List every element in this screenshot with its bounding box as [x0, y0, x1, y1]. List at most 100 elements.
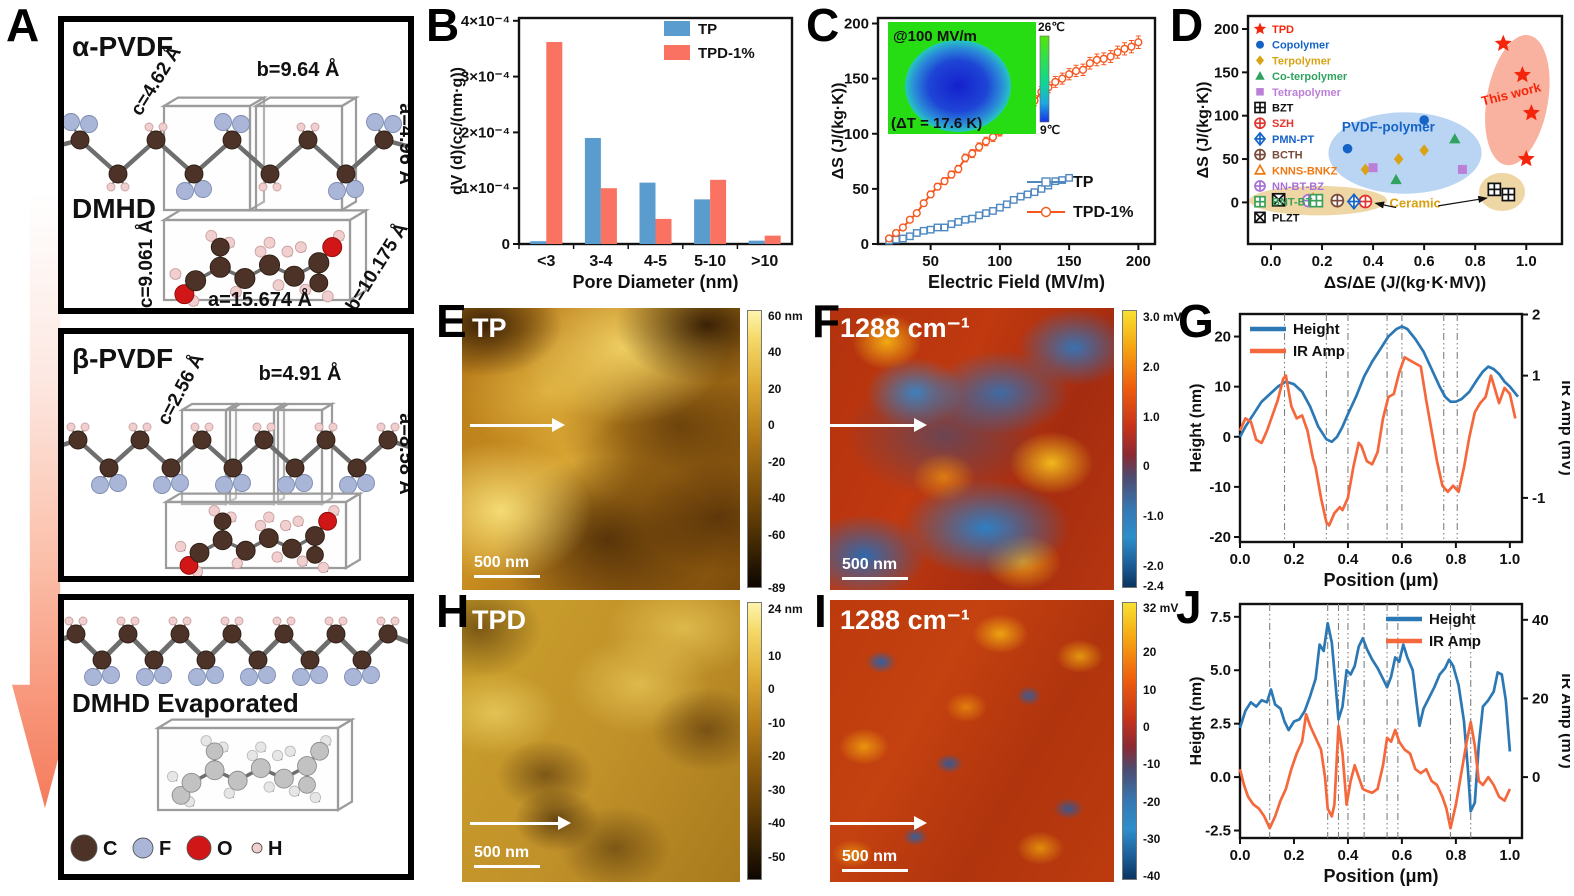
svg-text:1: 1 — [1532, 368, 1540, 385]
svg-text:0: 0 — [502, 236, 510, 253]
svg-text:ΔS (J/(kg·K)): ΔS (J/(kg·K)) — [830, 83, 847, 180]
colorbar-tick-label: 20 — [768, 381, 782, 396]
svg-text:0.4: 0.4 — [1338, 847, 1360, 864]
panel-letter-j: J — [1176, 581, 1202, 633]
svg-text:1.0: 1.0 — [1499, 847, 1520, 864]
colorbar-tick-label: 3.0 mV — [1143, 310, 1182, 325]
svg-text:3-4: 3-4 — [589, 253, 612, 270]
scatter-group-terpolymer — [1360, 144, 1429, 176]
tpd-line-profile-chart: 0.0 0.2 0.4 0.6 0.8 1.0 7.5 5.0 2.5 0.0 -2.5 40 20 0 P… — [1188, 602, 1570, 886]
svg-text:0.0: 0.0 — [1230, 551, 1251, 568]
scalebar-text: 500 nm — [474, 843, 530, 861]
svg-text:100: 100 — [844, 126, 869, 143]
svg-text:1.0: 1.0 — [1516, 253, 1537, 270]
svg-text:Terpolymer: Terpolymer — [1272, 55, 1332, 67]
panel-letter-b: B — [426, 0, 460, 51]
svg-text:F: F — [159, 838, 171, 860]
svg-text:TP: TP — [1073, 174, 1094, 191]
colorbar-tick-label: 20 — [1143, 645, 1157, 660]
scalebar-text: 500 nm — [842, 847, 898, 865]
scatter-group-bzt — [1487, 182, 1516, 202]
svg-text:a=4.96 Å: a=4.96 Å — [395, 103, 408, 185]
svg-text:IR Amp: IR Amp — [1293, 343, 1345, 360]
svg-text:0.8: 0.8 — [1465, 253, 1486, 270]
svg-text:0.0: 0.0 — [1210, 769, 1231, 786]
scan-title-wavenumber: 1288 cm⁻¹ — [840, 605, 970, 635]
svg-text:IR Amp (mV): IR Amp (mV) — [1558, 673, 1570, 768]
colorbar-gradient — [1122, 310, 1137, 588]
bar-TPD-1%-<3 — [546, 41, 563, 245]
scatter-group-pmn-pt — [1346, 192, 1362, 211]
colorbar-tick-label: -40 — [768, 816, 786, 831]
svg-text:0.4: 0.4 — [1338, 551, 1360, 568]
svg-text:200: 200 — [844, 16, 869, 33]
svg-text:>10: >10 — [751, 253, 778, 270]
svg-text:BZT: BZT — [1272, 103, 1294, 115]
bar-TPD-1%-3-4 — [600, 188, 617, 244]
bar-TPD-1%-4-5 — [655, 218, 672, 244]
scalebar-line — [842, 576, 908, 580]
svg-text:b=4.91 Å: b=4.91 Å — [259, 361, 342, 385]
scalebar-text: 500 nm — [474, 553, 530, 571]
colorbar-gradient — [747, 602, 762, 880]
afm-image-tpd: TPD 500 nm — [462, 600, 740, 882]
colorbar-tick-label: -10 — [1143, 757, 1161, 772]
dmhd-evaporated-structure: DMHD Evaporated C F O H — [52, 616, 412, 862]
bar-series — [530, 41, 781, 245]
scatter-group-tpd — [1494, 34, 1540, 167]
colorbar-tick-label: -30 — [1143, 831, 1161, 846]
svg-text:0: 0 — [861, 236, 869, 253]
svg-text:1.0: 1.0 — [1499, 551, 1520, 568]
colorbar-tick-label: -60 — [768, 527, 786, 542]
svg-text:5-10: 5-10 — [694, 253, 726, 270]
svg-text:DMHD Evaporated: DMHD Evaporated — [72, 688, 299, 718]
svg-text:0.0: 0.0 — [1261, 253, 1282, 270]
colorbar-tick-label: -2.0 — [1143, 558, 1164, 573]
svg-text:0: 0 — [1223, 429, 1231, 446]
colorbar-gradient — [1122, 602, 1137, 880]
svg-text:TPD: TPD — [1272, 24, 1294, 36]
colorbar-tick-label: -20 — [768, 454, 786, 469]
panel-letter-h: H — [436, 585, 470, 637]
materials-comparison-scatter: 0.0 0.2 0.4 0.6 0.8 1.0 0 50 100 150 200 ΔS/ΔE (J/(… — [1195, 14, 1564, 292]
svg-text:50: 50 — [852, 181, 869, 198]
svg-text:H: H — [268, 838, 282, 860]
scalebar-line — [474, 864, 540, 868]
svg-text:a=8.58 Å: a=8.58 Å — [395, 413, 408, 495]
scan-title-wavenumber: 1288 cm⁻¹ — [840, 313, 970, 343]
colorbar-tick-label: -1.0 — [1143, 509, 1164, 524]
svg-text:@100 MV/m: @100 MV/m — [893, 28, 977, 45]
svg-text:O: O — [217, 838, 233, 860]
svg-text:0: 0 — [1231, 194, 1239, 211]
legend: TP TPD-1% — [1027, 174, 1133, 221]
panel-letter-e: E — [436, 295, 467, 347]
colorbar-height-tp: 60 nm 40 20 0 -20 -40 -60 -89 — [747, 309, 809, 595]
colorbar-tick-label: -89 — [768, 581, 786, 595]
svg-text:TP: TP — [698, 21, 717, 38]
svg-text:2.5: 2.5 — [1210, 716, 1231, 733]
colorbar-tick-label: 0 — [768, 682, 775, 697]
scatter-group-tetrapolymer — [1368, 163, 1467, 174]
svg-text:4-5: 4-5 — [644, 253, 667, 270]
svg-text:150: 150 — [1057, 253, 1082, 270]
panel-letter-g: G — [1178, 295, 1214, 347]
svg-text:c=9.061 Å: c=9.061 Å — [136, 220, 157, 308]
scatter-group-bcth — [1330, 193, 1345, 208]
bar-TPD-1%-5-10 — [710, 179, 727, 244]
svg-text:DMHD: DMHD — [72, 193, 156, 224]
legend: Height IR Amp — [1386, 611, 1481, 650]
svg-text:KNNS-BNKZ: KNNS-BNKZ — [1272, 165, 1338, 177]
svg-text:0.2: 0.2 — [1312, 253, 1333, 270]
bar-TP->10 — [748, 240, 765, 244]
svg-text:40: 40 — [1532, 612, 1549, 629]
svg-text:Co-terpolymer: Co-terpolymer — [1272, 71, 1348, 83]
scalebar-text: 500 nm — [842, 555, 898, 573]
svg-text:ΔS/ΔE (J/(kg·K·MV)): ΔS/ΔE (J/(kg·K·MV)) — [1324, 273, 1486, 292]
svg-text:<3: <3 — [537, 253, 555, 270]
svg-text:26℃: 26℃ — [1038, 20, 1065, 34]
svg-text:0.6: 0.6 — [1391, 551, 1412, 568]
panel-letter-d: D — [1170, 0, 1204, 51]
scalebar: 500 nm — [842, 847, 908, 872]
svg-text:PMN-PT: PMN-PT — [1272, 134, 1314, 146]
scalebar-line — [474, 574, 540, 578]
